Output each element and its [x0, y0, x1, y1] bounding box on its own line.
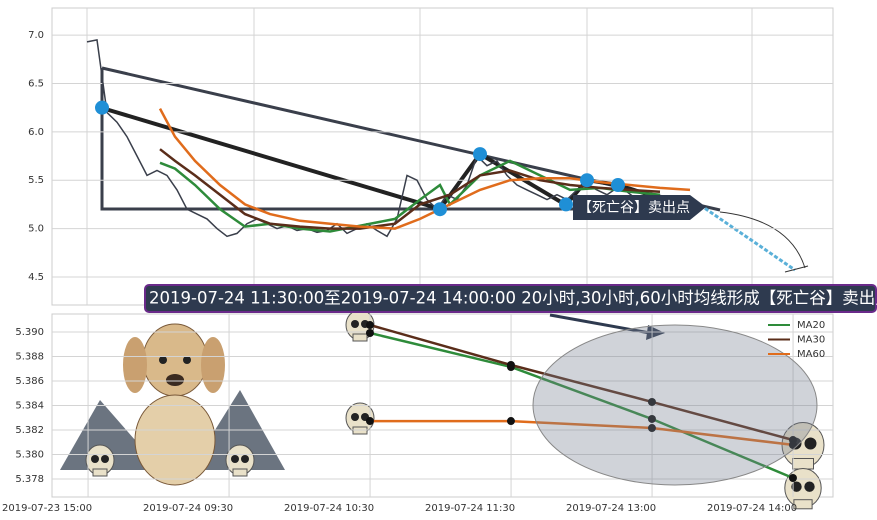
x-tick-label: 2019-07-23 15:00 — [2, 503, 92, 514]
decoration — [183, 356, 191, 364]
decoration — [719, 211, 806, 269]
point — [365, 321, 374, 330]
decoration — [166, 374, 184, 386]
point — [647, 414, 656, 423]
legend-label: MA30 — [797, 335, 825, 346]
series-line — [369, 323, 794, 442]
decoration — [101, 455, 109, 463]
series-line — [158, 108, 691, 230]
annotation-box — [573, 195, 706, 220]
decoration — [791, 481, 802, 492]
decoration — [92, 468, 108, 477]
decoration — [134, 394, 216, 486]
y-tick-label: 5.378 — [15, 474, 44, 485]
top-plot — [51, 7, 834, 306]
point — [506, 417, 515, 426]
decoration — [231, 455, 239, 463]
decoration — [159, 356, 167, 364]
signal-point — [559, 197, 573, 212]
top-vgrid — [86, 8, 753, 305]
y-tick-label: 5.388 — [15, 352, 44, 363]
x-tick-label: 2019-07-24 10:30 — [284, 503, 374, 514]
decoration — [351, 320, 359, 328]
decoration — [804, 481, 815, 492]
legend-label: MA20 — [797, 320, 825, 331]
decoration — [352, 333, 368, 342]
annotation: 【死亡谷】卖出点 — [578, 200, 690, 216]
signal-point — [433, 202, 447, 217]
y-tick-label: 5.0 — [28, 224, 44, 235]
y-tick-label: 5.386 — [15, 376, 44, 387]
y-tick-label: 4.5 — [28, 272, 44, 283]
point — [788, 474, 797, 483]
point — [506, 360, 515, 369]
point — [365, 417, 374, 426]
signal-point — [473, 147, 487, 162]
series-line — [159, 148, 661, 230]
y-tick-label: 5.390 — [15, 327, 44, 338]
decoration — [123, 337, 147, 393]
series-line — [159, 159, 661, 233]
decoration — [241, 455, 249, 463]
y-tick-label: 7.0 — [28, 30, 44, 41]
point — [647, 397, 656, 406]
callout-arrow — [549, 313, 651, 335]
signal-point — [611, 178, 625, 193]
decoration — [804, 437, 817, 450]
decoration — [351, 413, 359, 421]
highlight — [532, 324, 818, 486]
y-tick-label: 5.384 — [15, 401, 44, 412]
x-tick-label: 2019-07-24 09:30 — [143, 503, 233, 514]
y-tick-label: 6.5 — [28, 78, 44, 89]
decoration — [784, 265, 809, 273]
decoration — [352, 426, 368, 435]
y-tick-label: 5.380 — [15, 449, 44, 460]
y-tick-label: 5.382 — [15, 425, 44, 436]
decoration — [201, 337, 225, 393]
x-tick-label: 2019-07-24 14:00 — [707, 503, 797, 514]
decoration — [60, 400, 150, 470]
x-tick-label: 2019-07-24 13:00 — [566, 503, 656, 514]
series-line — [369, 331, 794, 480]
legend-label: MA60 — [797, 349, 825, 360]
decoration — [101, 106, 441, 211]
decoration — [792, 458, 814, 470]
point — [647, 424, 656, 433]
signal-point — [580, 173, 594, 188]
point — [788, 440, 797, 449]
decoration — [100, 68, 700, 211]
y-tick-label: 5.5 — [28, 175, 44, 186]
point — [365, 328, 374, 337]
callout: 2019-07-24 11:30:00至2019-07-24 14:00:00 … — [149, 289, 877, 308]
decoration — [793, 499, 813, 510]
callout-box — [144, 284, 877, 313]
y-tick-label: 6.0 — [28, 127, 44, 138]
signal-point — [95, 100, 109, 115]
series-line — [370, 419, 794, 447]
decoration — [232, 468, 248, 477]
x-tick-label: 2019-07-24 11:30 — [425, 503, 515, 514]
decoration — [91, 455, 99, 463]
decoration — [699, 203, 796, 272]
